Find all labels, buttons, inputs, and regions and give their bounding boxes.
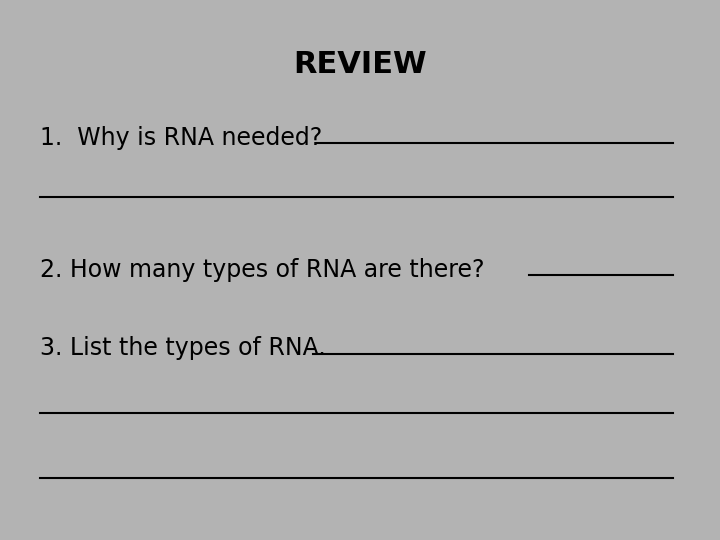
Text: 2. How many types of RNA are there?: 2. How many types of RNA are there? — [40, 258, 484, 282]
Text: 1.  Why is RNA needed?: 1. Why is RNA needed? — [40, 126, 322, 150]
Text: REVIEW: REVIEW — [293, 50, 427, 79]
Text: 3. List the types of RNA.: 3. List the types of RNA. — [40, 336, 325, 360]
